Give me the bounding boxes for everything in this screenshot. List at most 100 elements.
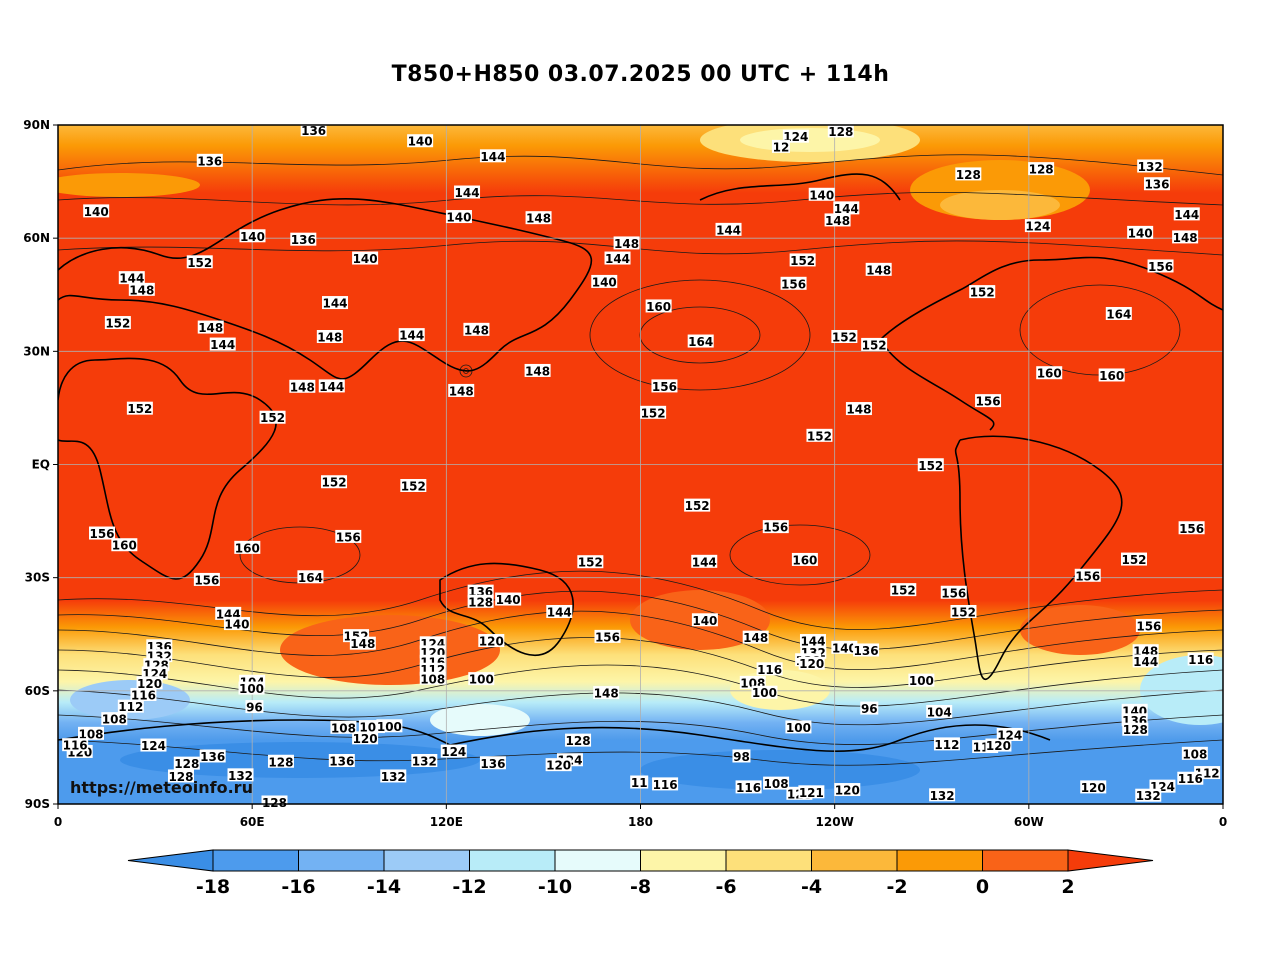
contour-label-bg	[407, 134, 434, 148]
contour-label: 148	[449, 384, 474, 398]
contour-label-bg	[1028, 162, 1055, 176]
contour-label: 124	[997, 728, 1022, 742]
colorbar-tick-label: -16	[281, 876, 315, 898]
contour-label: 132	[412, 754, 437, 768]
contour-label-bg	[349, 636, 376, 650]
contour-label-bg	[193, 572, 220, 586]
contour-label: 128	[268, 755, 293, 769]
contour-label-bg	[1098, 368, 1125, 382]
contour-label: 140	[224, 618, 249, 632]
colorbar-segment	[212, 849, 299, 872]
contour-label-bg	[763, 776, 790, 790]
contour-label-bg	[83, 204, 110, 218]
contour-label: 148	[846, 403, 871, 417]
contour-label: 120	[1081, 781, 1106, 795]
contour-label-bg	[756, 662, 783, 676]
contour-label-bg	[865, 262, 892, 276]
contour-label-bg	[1147, 259, 1174, 273]
contour-label: 140	[1128, 226, 1153, 240]
colorbar-tick-label: -10	[538, 876, 572, 898]
contour-label: 116	[757, 663, 782, 677]
contour-label-bg	[400, 479, 427, 493]
contour-label: 156	[595, 630, 620, 644]
contour-label: 148	[866, 263, 891, 277]
contour-label-bg	[917, 458, 944, 472]
contour-label: 148	[743, 631, 768, 645]
contour-label-bg	[1137, 159, 1164, 173]
contour-label-bg	[613, 236, 640, 250]
contour-label-bg	[565, 733, 592, 747]
contour-label: 148	[290, 380, 315, 394]
colorbar-tick-label: 0	[976, 876, 989, 898]
contour-label: 132	[228, 769, 253, 783]
contour-label: 144	[834, 202, 859, 216]
contour-label: 124	[1025, 220, 1050, 234]
contour-label: 120	[835, 784, 860, 798]
contour-label-bg	[141, 666, 168, 680]
contour-label-bg	[245, 700, 264, 714]
contour-label-bg	[751, 685, 778, 699]
contour-label-bg	[1127, 225, 1154, 239]
colorbar-tick-label: -6	[715, 876, 736, 898]
contour-label-bg	[215, 606, 242, 620]
contour-label: 12	[773, 140, 790, 154]
contour-label-bg	[1122, 722, 1149, 736]
contour-label: 132	[930, 789, 955, 803]
contour-label-bg	[1143, 177, 1170, 191]
contour-label-bg	[239, 229, 266, 243]
contour-label: 152	[322, 476, 347, 490]
contour-label-bg	[478, 634, 505, 648]
contour-label-bg	[1105, 306, 1132, 320]
contour-label: 116	[653, 778, 678, 792]
contour-label: 148	[464, 323, 489, 337]
contour-label: 136	[480, 757, 505, 771]
lat-tick-label: 90S	[25, 797, 50, 811]
contour-label-bg	[691, 554, 718, 568]
contour-label: 121	[799, 786, 824, 800]
contour-label-bg	[577, 555, 604, 569]
contour-label-bg	[808, 187, 835, 201]
contour-label-bg	[955, 167, 982, 181]
contour-label: 156	[1075, 569, 1100, 583]
colorbar-tick-label: -12	[452, 876, 486, 898]
contour-label: 140	[832, 641, 857, 655]
contour-label: 156	[976, 395, 1001, 409]
contour-label-bg	[1132, 654, 1159, 668]
contour-label-bg	[186, 255, 213, 269]
colorbar-segment	[383, 849, 470, 872]
contour-label: 148	[825, 214, 850, 228]
contour-label-bg	[352, 731, 379, 745]
contour-label: 140	[353, 252, 378, 266]
contour-label: 116	[63, 739, 88, 753]
contour-label: 160	[1099, 369, 1124, 383]
lon-tick-label: 0	[1219, 815, 1227, 829]
contour-label-bg	[223, 617, 250, 631]
lat-tick-label: 60S	[25, 684, 50, 698]
contour-label: 136	[301, 124, 326, 138]
lat-tick-label: 30S	[25, 571, 50, 585]
contour-label-bg	[785, 720, 812, 734]
graticule	[58, 125, 1223, 804]
contour-label-bg	[380, 769, 407, 783]
contour-label-bg	[975, 394, 1002, 408]
contour-label: 136	[291, 233, 316, 247]
contour-label: 156	[763, 521, 788, 535]
contour-label: 100	[377, 720, 402, 734]
contour-label-bg	[926, 704, 953, 718]
contour-label-bg	[782, 129, 809, 143]
contour-label: 112	[118, 700, 143, 714]
contour-label-bg	[908, 673, 935, 687]
contour-label: 120	[137, 677, 162, 691]
contour-label: 144	[605, 252, 630, 266]
contour-label-bg	[687, 334, 714, 348]
contour-label-bg	[735, 780, 762, 794]
contour-label: 156	[194, 573, 219, 587]
contour-label: 100	[752, 686, 777, 700]
contour-label-bg	[780, 276, 807, 290]
contour-label: 144	[1133, 655, 1158, 669]
contour-label: 152	[127, 402, 152, 416]
contour-label: 148	[198, 321, 223, 335]
lat-tick-label: EQ	[32, 458, 50, 472]
colorbar-segment	[982, 849, 1069, 872]
